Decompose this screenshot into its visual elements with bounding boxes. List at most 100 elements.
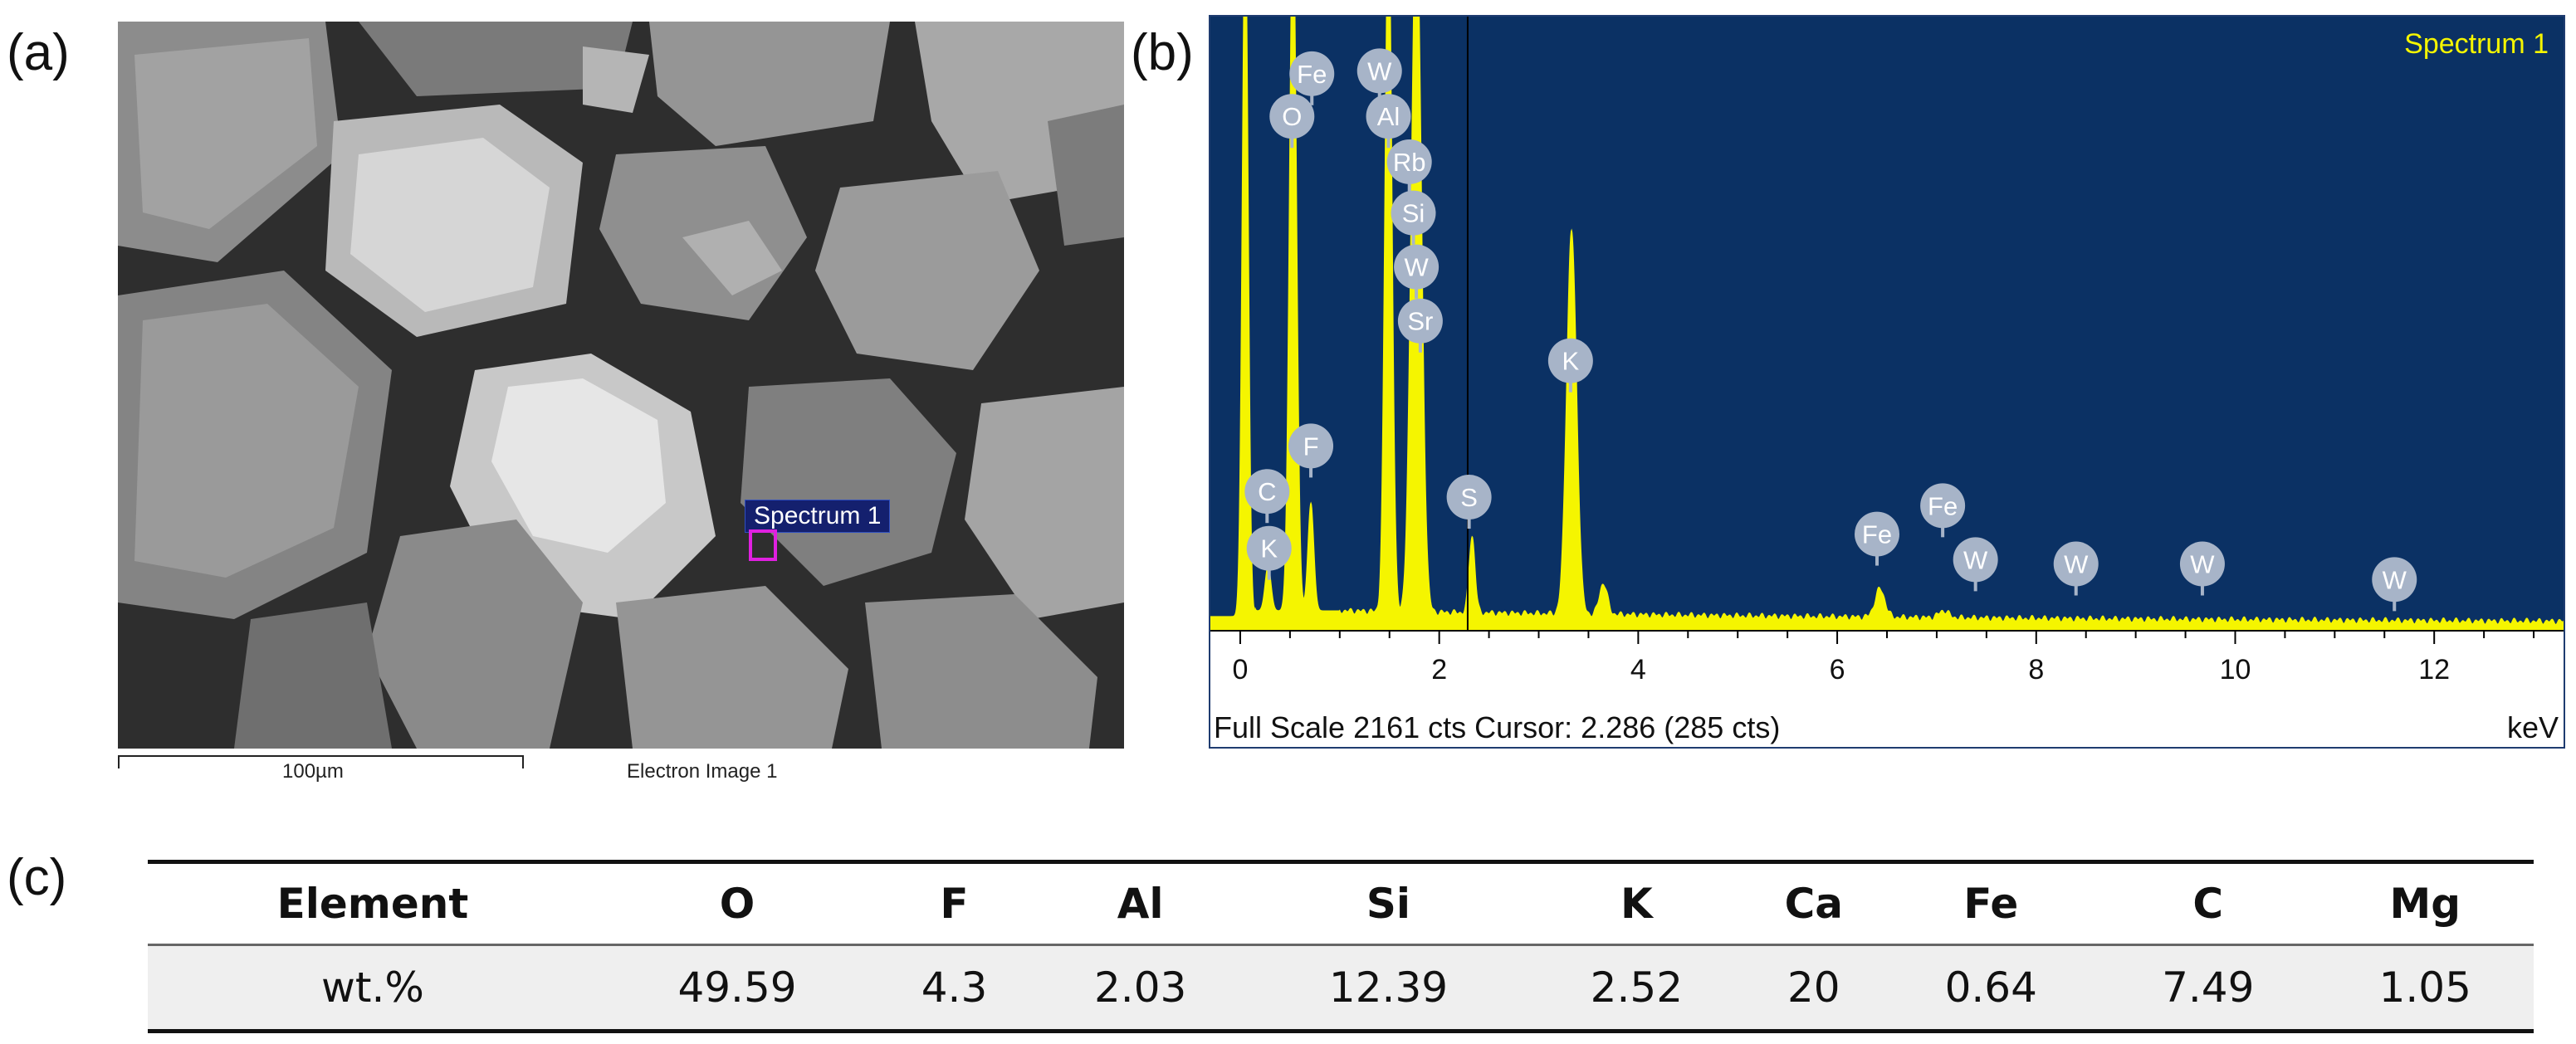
marker-label: W [2190,550,2215,579]
element-marker-f: F [1288,423,1334,478]
element-marker-w: W [1394,244,1440,299]
marker-circle [1391,190,1436,236]
panel-label-a: (a) [7,24,70,81]
element-marker-sr: Sr [1397,298,1443,353]
x-tick-label: 2 [1431,654,1447,685]
scale-bar [118,755,524,768]
sem-image-caption: Electron Image 1 [627,760,778,783]
table-cell-mg: 1.05 [2316,944,2534,1033]
marker-label: W [1963,545,1988,574]
series-label: Spectrum 1 [2404,28,2549,60]
table-header-fe: Fe [1882,860,2099,946]
marker-label: W [2064,550,2089,579]
table-cell-f: 4.3 [877,944,1032,1033]
marker-label: Fe [1862,520,1892,549]
marker-label: Sr [1407,307,1433,336]
marker-circle [1394,244,1440,290]
table-header-f: F [877,860,1032,946]
scale-bar-label: 100µm [282,760,344,783]
marker-label: Al [1377,102,1400,131]
table-cell-fe: 0.64 [1882,944,2099,1033]
element-marker-o: O [1269,94,1315,149]
sem-micrograph-picture [118,22,1124,749]
marker-circle [1855,511,1900,557]
marker-circle [1288,423,1334,469]
element-marker-s: S [1446,475,1492,529]
table-cell-ca: 20 [1745,944,1883,1033]
spectrum-tag: Spectrum 1 [745,500,891,533]
table-cell-k: 2.52 [1528,944,1746,1033]
marker-circle [1289,51,1335,96]
element-marker-fe: Fe [1920,483,1966,538]
marker-label: K [1260,534,1278,563]
element-marker-fe: Fe [1855,511,1900,566]
marker-label: Si [1402,199,1425,228]
element-marker-w: W [2053,541,2099,596]
marker-circle [2372,557,2417,602]
x-tick-label: 10 [2220,654,2251,685]
x-axis-unit: keV [2506,710,2559,744]
marker-circle [1446,475,1492,520]
element-marker-w: W [1953,537,1998,592]
marker-label: F [1303,432,1319,461]
element-marker-c: C [1244,469,1290,524]
spectrum-series [1210,17,2564,632]
table-header-al: Al [1031,860,1249,946]
table-cell-c: 7.49 [2099,944,2317,1033]
table-cell-al: 2.03 [1031,944,1249,1033]
eds-spectrum-panel: 0 2 4 6 8 10 12 Spectrum 1 Fe O W Al Rb Si W Sr K F C S K Fe F… [1209,15,2565,749]
marker-label: Rb [1393,148,1426,177]
marker-circle [1269,94,1315,139]
x-tick-label: 4 [1630,654,1646,685]
marker-circle [1547,338,1593,383]
marker-label: Fe [1928,491,1958,520]
table-header-row: Element O F Al Si K Ca Fe C Mg [148,860,2534,946]
spectrum-region-box [749,529,777,561]
element-marker-w: W [2372,557,2417,612]
element-marker-si: Si [1391,190,1436,245]
marker-circle [2053,541,2099,587]
element-marker-al: Al [1366,94,1411,149]
panel-label-c: (c) [7,849,67,906]
table-header-ca: Ca [1745,860,1883,946]
sem-electron-image: Spectrum 1 [118,22,1124,749]
x-tick-label: 0 [1232,654,1248,685]
marker-circle [1356,48,1402,94]
table-header-o: O [597,860,877,946]
table-cell-o: 49.59 [597,944,877,1033]
element-marker-k: K [1246,525,1292,580]
marker-circle [1397,298,1443,344]
element-marker-w: W [2179,541,2225,596]
table-header-k: K [1528,860,1746,946]
element-marker-k: K [1547,338,1593,393]
eds-spectrum-chart: 0 2 4 6 8 10 12 Spectrum 1 Fe O W Al Rb Si W Sr K FC S K Fe F… [1210,17,2564,685]
table-header-si: Si [1249,860,1528,946]
marker-circle [1953,537,1998,583]
table-row-wt: wt.% 49.59 4.3 2.03 12.39 2.52 20 0.64 7.49 1.05 [148,944,2534,1033]
marker-circle [1246,525,1292,571]
marker-label: C [1258,477,1276,506]
marker-label: Fe [1297,60,1327,89]
x-tick-label: 6 [1830,654,1845,685]
table-header-mg: Mg [2316,860,2534,946]
marker-circle [2179,541,2225,587]
eds-footer-readout: Full Scale 2161 cts Cursor: 2.286 (285 c… [1214,710,1781,744]
table-cell-si: 12.39 [1249,944,1528,1033]
marker-circle [1244,469,1290,515]
marker-label: S [1460,483,1478,512]
marker-label: O [1282,102,1302,131]
x-tick-label: 8 [2028,654,2044,685]
marker-label: W [1404,253,1429,282]
table-header-c: C [2099,860,2317,946]
marker-label: W [2383,565,2407,594]
element-marker-fe: Fe [1289,51,1335,105]
x-tick-label: 12 [2418,654,2450,685]
panel-label-b: (b) [1131,24,1194,81]
composition-table: Element O F Al Si K Ca Fe C Mg wt.% 49.59 4.3 2.03… [148,860,2534,1033]
table-row-label: wt.% [148,944,598,1033]
marker-circle [1366,94,1411,139]
marker-circle [1920,483,1966,529]
table-header-element: Element [148,860,598,946]
marker-label: K [1562,347,1580,376]
marker-label: W [1367,56,1392,85]
